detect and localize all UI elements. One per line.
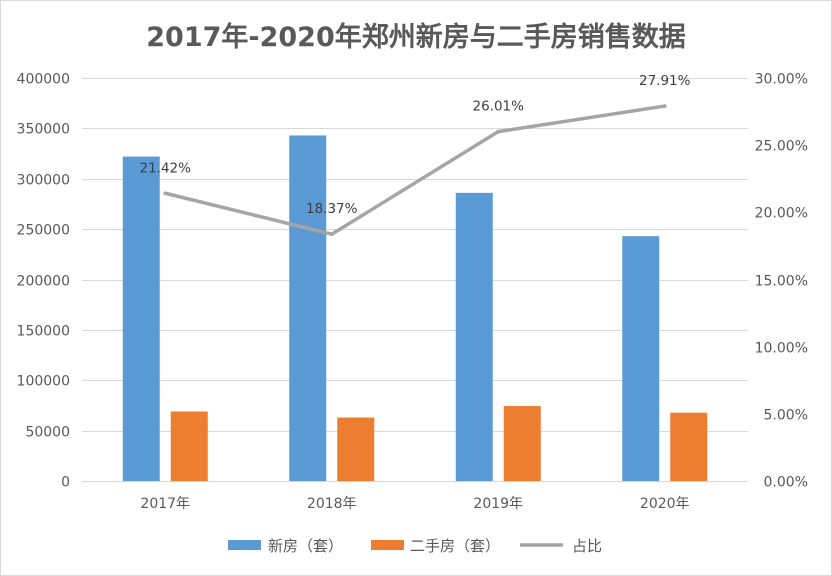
- ratio-data-label: 26.01%: [473, 99, 525, 115]
- ratio-data-label: 18.37%: [306, 201, 358, 217]
- y-right-tick-label: 25.00%: [755, 139, 808, 155]
- ratio-point: [163, 191, 168, 196]
- bar-new-house-2: [455, 192, 493, 482]
- chart-title: 2017年-2020年郑州新房与二手房销售数据: [146, 21, 686, 53]
- legend-swatch-second-hand-house: [371, 540, 404, 550]
- bar-second-hand-house-2: [503, 406, 541, 481]
- y-right-tick-label: 30.00%: [755, 72, 808, 88]
- y-left-tick-label: 100000: [17, 374, 70, 390]
- y-left-tick-label: 400000: [17, 72, 70, 88]
- y-left-tick-label: 150000: [17, 324, 70, 340]
- ratio-point: [662, 104, 667, 108]
- y-left-tick-label: 350000: [17, 122, 70, 138]
- x-category-label: 2020年: [640, 496, 690, 512]
- ratio-data-label: 27.91%: [639, 73, 691, 89]
- ratio-point: [329, 232, 334, 237]
- y-left-tick-label: 0: [61, 475, 70, 491]
- ratio-line-layer: [163, 104, 667, 237]
- bar-new-house-1: [289, 135, 327, 482]
- x-category-label: 2017年: [140, 496, 190, 512]
- legend-item-new-house: 新房（套）: [228, 537, 343, 555]
- bar-second-hand-house-0: [170, 411, 208, 481]
- axes: 0 50000 100000 150000 200000 250000 300000 3500…: [17, 72, 808, 513]
- bar-new-house-3: [622, 236, 660, 481]
- y-left-tick-label: 200000: [17, 274, 70, 290]
- legend-label-ratio: 占比: [572, 537, 602, 555]
- ratio-data-label: 21.42%: [140, 160, 192, 176]
- y-left-tick-label: 300000: [17, 173, 70, 189]
- legend: 新房（套） 二手房（套） 占比: [228, 537, 602, 555]
- x-category-label: 2018年: [307, 496, 357, 512]
- data-labels: 21.42% 18.37% 26.01% 27.91%: [140, 73, 691, 217]
- bar-new-house-0: [122, 156, 160, 481]
- legend-item-second-hand-house: 二手房（套）: [371, 537, 500, 555]
- legend-item-ratio: 占比: [520, 537, 602, 555]
- bar-second-hand-house-1: [337, 417, 375, 481]
- y-right-tick-label: 20.00%: [755, 206, 808, 222]
- ratio-point: [496, 129, 501, 134]
- legend-label-second-hand-house: 二手房（套）: [410, 537, 500, 555]
- y-left-tick-label: 250000: [17, 223, 70, 239]
- legend-label-new-house: 新房（套）: [268, 537, 343, 555]
- x-category-label: 2019年: [473, 496, 523, 512]
- y-right-tick-label: 0.00%: [764, 475, 808, 491]
- y-right-tick-label: 10.00%: [755, 341, 808, 357]
- bar-second-hand-house-3: [670, 412, 708, 481]
- bars: [122, 135, 708, 482]
- y-right-tick-label: 5.00%: [764, 408, 808, 424]
- y-right-tick-label: 15.00%: [755, 274, 808, 290]
- y-left-tick-label: 50000: [25, 425, 70, 441]
- legend-swatch-new-house: [228, 540, 261, 550]
- ratio-line: [163, 104, 667, 236]
